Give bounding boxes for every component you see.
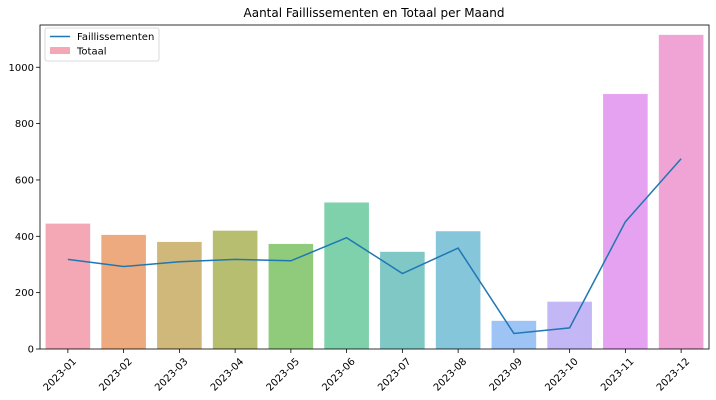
x-tick-label-2023-02: 2023-02 — [97, 356, 134, 393]
bar-2023-03 — [157, 241, 202, 349]
y-tick-label-600: 600 — [15, 175, 34, 186]
x-tick-label-2023-08: 2023-08 — [432, 356, 469, 393]
y-tick-label-1000: 1000 — [9, 63, 34, 74]
chart-title: Aantal Faillissementen en Totaal per Maa… — [244, 6, 505, 20]
x-tick-label-2023-11: 2023-11 — [599, 356, 636, 393]
x-tick-label-2023-05: 2023-05 — [265, 356, 302, 393]
bar-2023-01 — [45, 223, 91, 349]
bar-2023-06 — [324, 202, 369, 349]
bar-2023-07 — [380, 251, 425, 349]
bar-2023-10 — [547, 301, 592, 349]
legend-label-faillissementen: Faillissementen — [77, 32, 154, 43]
x-tick-label-2023-01: 2023-01 — [42, 356, 79, 393]
x-tick-label-2023-10: 2023-10 — [543, 356, 580, 393]
legend-bar-swatch — [50, 47, 70, 54]
axes-frame — [39, 24, 710, 350]
bar-2023-04 — [212, 230, 258, 349]
y-tick-label-200: 200 — [15, 288, 34, 299]
legend-box — [44, 27, 160, 62]
bar-2023-09 — [491, 320, 537, 349]
y-tick-label-400: 400 — [15, 232, 34, 243]
bar-2023-02 — [101, 234, 146, 349]
x-tick-label-2023-04: 2023-04 — [209, 356, 246, 393]
legend: Faillissementen Totaal — [44, 27, 160, 62]
y-tick-label-0: 0 — [28, 345, 34, 356]
legend-label-totaal: Totaal — [76, 47, 106, 58]
plot-area: 0 200 400 600 800 1000 2023-01 2023-02 2023-03 20… — [9, 24, 710, 394]
bar-2023-12 — [658, 34, 704, 349]
x-tick-label-2023-09: 2023-09 — [488, 356, 525, 393]
bar-2023-08 — [435, 231, 481, 349]
x-tick-label-2023-07: 2023-07 — [376, 356, 413, 393]
y-tick-label-800: 800 — [15, 119, 34, 130]
x-tick-label-2023-03: 2023-03 — [153, 356, 190, 393]
line-faillissementen — [67, 158, 682, 335]
x-tick-label-2023-12: 2023-12 — [655, 356, 692, 393]
x-tick-label-2023-06: 2023-06 — [320, 356, 357, 393]
